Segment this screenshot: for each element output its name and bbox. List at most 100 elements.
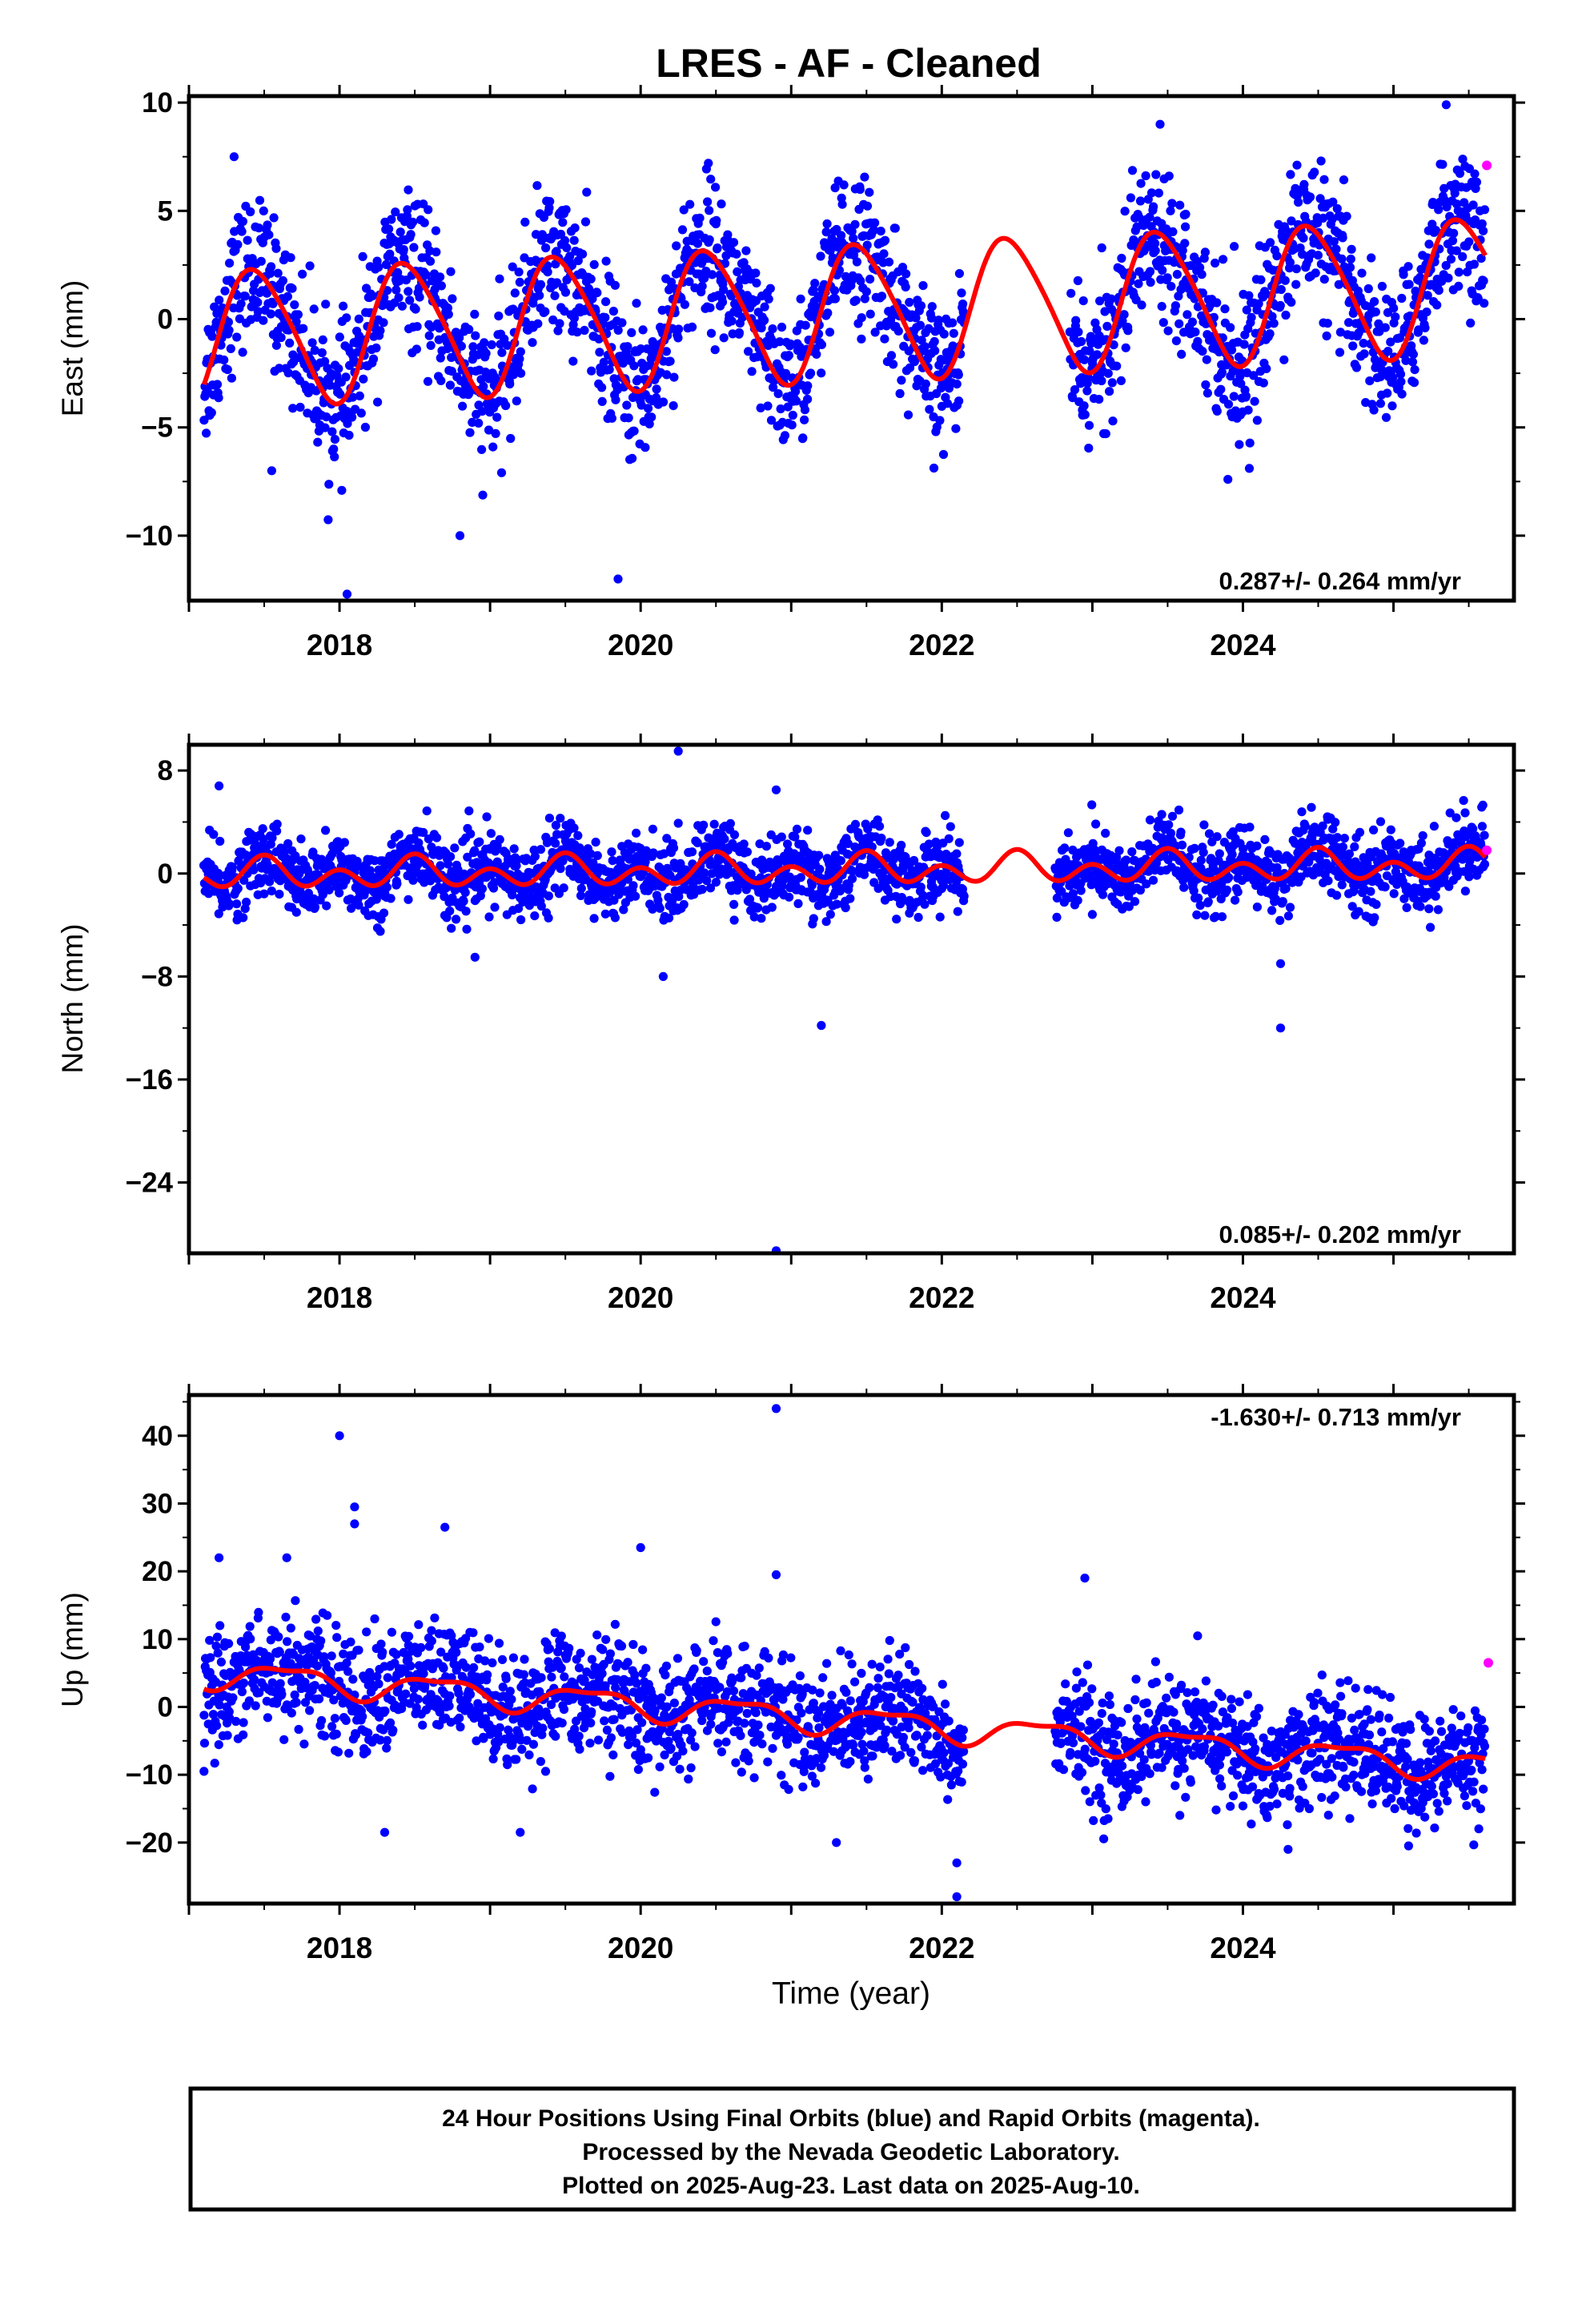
east-data-point — [706, 328, 717, 338]
north-data-point — [761, 842, 772, 851]
east-data-point — [560, 287, 571, 297]
north-data-point — [729, 915, 739, 925]
east-data-point — [233, 239, 243, 249]
east-data-point — [870, 328, 880, 337]
north-magenta-points — [1482, 845, 1492, 855]
east-data-point — [1095, 296, 1105, 306]
up-data-point — [315, 1694, 324, 1703]
east-data-point — [918, 281, 928, 291]
east-data-point — [870, 218, 880, 227]
east-data-point — [373, 397, 383, 407]
east-data-point — [1220, 304, 1230, 314]
east-data-point — [273, 268, 283, 278]
east-data-point — [608, 307, 619, 316]
east-data-point — [1305, 192, 1315, 202]
east-data-point — [855, 185, 865, 195]
east-data-point — [1479, 276, 1488, 286]
north-data-point — [607, 847, 616, 857]
north-data-point — [551, 838, 560, 848]
north-data-point — [209, 830, 219, 839]
north-data-point — [1063, 828, 1073, 838]
east-data-point — [1158, 265, 1167, 275]
east-data-point — [582, 187, 592, 197]
north-data-point — [1339, 834, 1349, 843]
north-data-point — [1380, 883, 1390, 892]
east-data-point — [334, 364, 343, 373]
north-data-point — [249, 865, 259, 875]
east-data-point — [798, 433, 808, 443]
east-data-point — [468, 342, 478, 352]
up-data-point — [199, 1739, 210, 1748]
north-data-point — [215, 836, 225, 846]
east-data-point — [949, 328, 958, 338]
east-data-point — [1454, 281, 1464, 291]
east-data-point — [1346, 254, 1355, 264]
east-data-point — [727, 316, 737, 326]
east-data-point — [423, 376, 433, 386]
east-data-point — [628, 453, 637, 464]
east-data-point — [1396, 377, 1406, 387]
east-data-point — [597, 396, 607, 406]
east-data-point — [1187, 317, 1197, 327]
north-data-point — [877, 834, 886, 843]
east-data-point — [1216, 384, 1226, 394]
up-data-point — [231, 1716, 241, 1727]
east-data-point — [565, 251, 575, 261]
east-data-point — [1331, 244, 1341, 254]
north-data-point — [1402, 903, 1411, 912]
north-data-point — [954, 838, 964, 847]
east-data-point — [569, 235, 579, 245]
east-data-point — [214, 393, 223, 403]
north-data-point — [495, 834, 504, 844]
east-data-point — [473, 350, 483, 360]
east-data-point — [1154, 188, 1163, 198]
north-data-point — [576, 883, 586, 893]
east-data-point — [618, 358, 628, 368]
east-data-point — [1203, 388, 1212, 398]
east-data-point — [479, 381, 488, 391]
east-data-point — [1367, 253, 1376, 263]
east-data-point — [1389, 304, 1399, 313]
north-data-point — [239, 913, 248, 923]
north-data-point — [591, 838, 600, 847]
up-data-point — [330, 1714, 339, 1723]
east-data-point — [710, 345, 720, 355]
east-data-point — [548, 315, 558, 325]
up-data-point — [212, 1721, 222, 1731]
east-data-point — [337, 485, 347, 495]
east-data-point — [1247, 312, 1256, 322]
east-data-point — [1145, 212, 1154, 222]
north-data-point — [845, 894, 855, 903]
east-data-point — [1078, 296, 1088, 306]
east-data-point — [1103, 368, 1113, 378]
east-data-point — [817, 368, 826, 378]
east-data-point — [532, 181, 542, 191]
east-data-point — [514, 267, 524, 277]
east-data-point — [1150, 246, 1160, 255]
east-data-point — [310, 345, 319, 356]
east-data-point — [633, 375, 643, 384]
east-data-point — [775, 337, 785, 347]
east-data-point — [487, 340, 496, 350]
north-frame — [187, 742, 1516, 1256]
east-data-point — [879, 249, 889, 259]
east-data-point — [1235, 440, 1244, 449]
east-data-point — [1432, 300, 1442, 310]
east-data-point — [259, 316, 268, 325]
east-data-point — [552, 278, 562, 287]
east-data-point — [488, 442, 498, 452]
east-outlier-point — [1223, 475, 1233, 485]
east-data-point — [426, 340, 436, 350]
east-data-point — [1276, 284, 1286, 295]
east-data-point — [788, 410, 797, 420]
east-data-point — [447, 367, 456, 376]
east-data-point — [1149, 202, 1158, 211]
east-data-point — [1108, 416, 1118, 426]
north-data-point — [1245, 822, 1255, 832]
east-data-point — [752, 278, 761, 287]
east-data-point — [927, 302, 937, 312]
east-data-point — [572, 328, 582, 337]
east-data-point — [1377, 281, 1387, 292]
east-data-point — [1443, 273, 1453, 283]
